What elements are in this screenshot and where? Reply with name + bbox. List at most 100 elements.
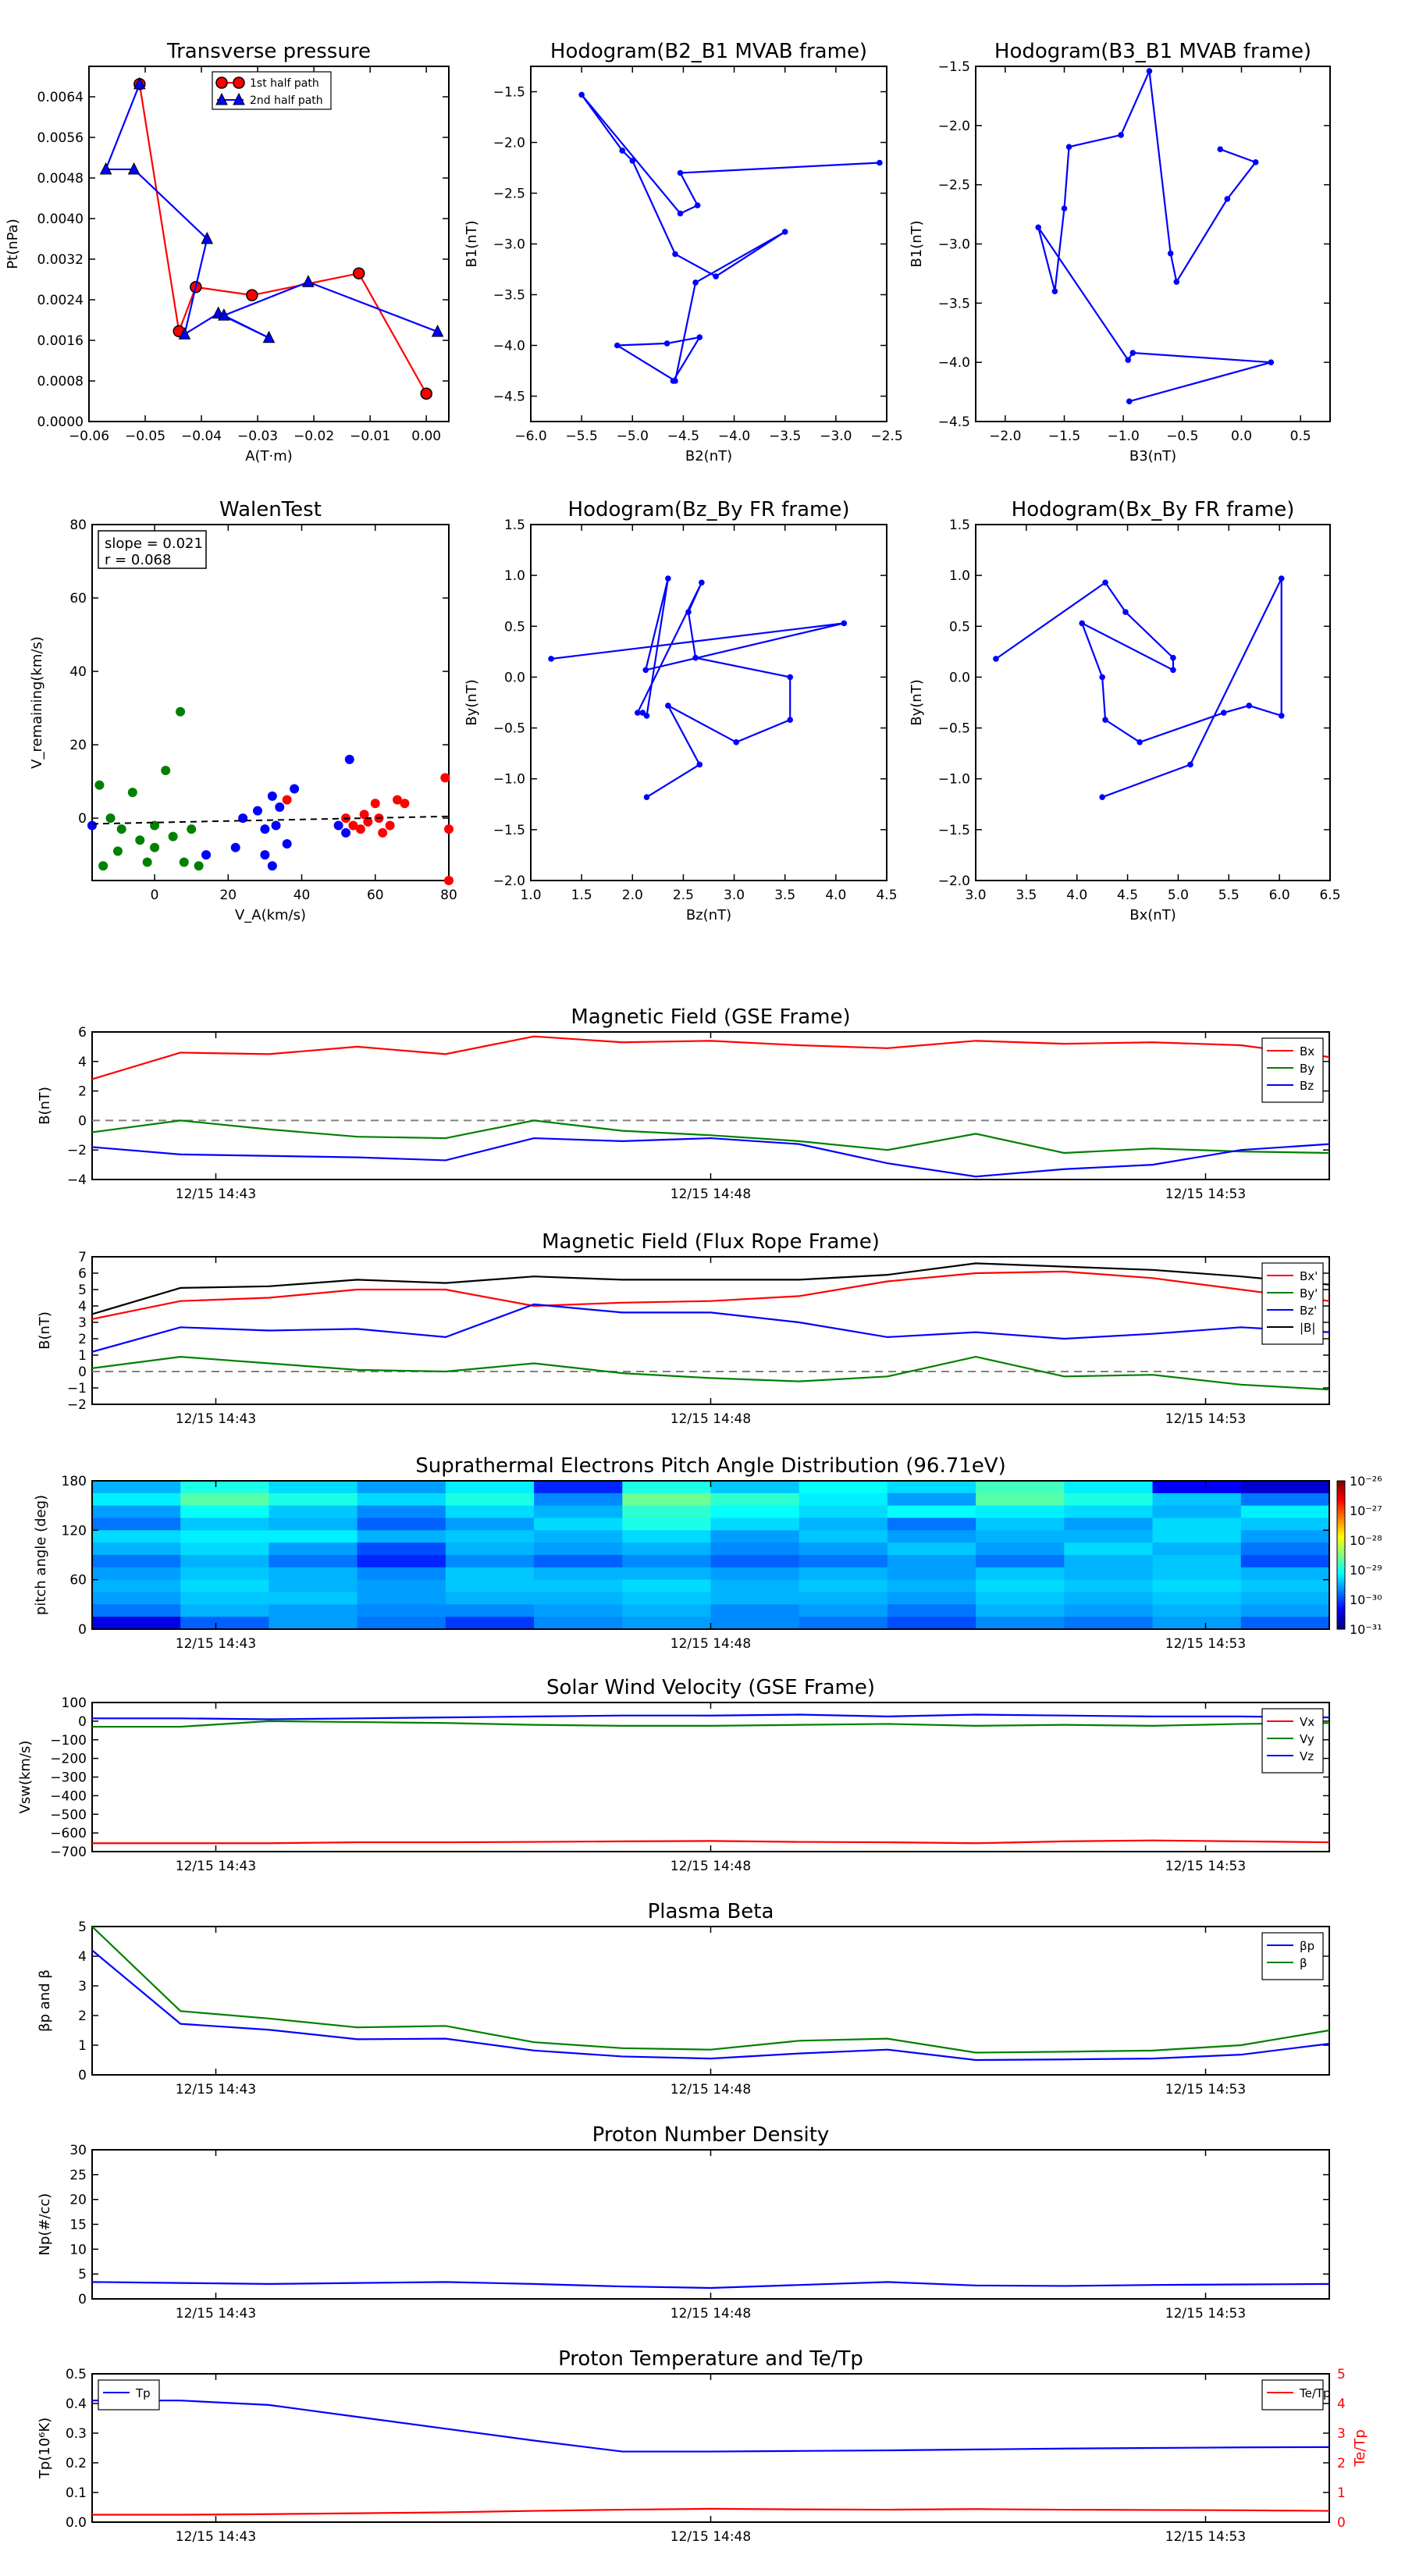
y2-tick-label: 3 (1337, 2426, 1346, 2442)
y-tick-label: 0.5 (949, 619, 970, 635)
data-point (1125, 357, 1132, 363)
x-tick-label: 0.5 (1290, 429, 1311, 444)
heat-cell (357, 1481, 446, 1494)
x-tick-label: −5.0 (617, 429, 649, 444)
data-point (670, 378, 677, 384)
heat-cell (534, 1617, 623, 1630)
colorbar-segment (1337, 1602, 1345, 1605)
series-line (91, 1303, 1330, 1353)
heat-cell (976, 1481, 1065, 1494)
heat-cell (1240, 1579, 1330, 1592)
y-tick-label: −700 (50, 1845, 87, 1860)
colorbar-segment (1337, 1582, 1345, 1585)
heat-cell (622, 1530, 711, 1543)
data-point (672, 251, 678, 258)
heat-cell (92, 1481, 181, 1494)
heat-cell (799, 1579, 888, 1592)
heat-cell (710, 1542, 800, 1556)
data-point (1099, 674, 1105, 681)
heat-cell (180, 1517, 269, 1531)
data-point (1217, 146, 1224, 152)
heat-cell (180, 1542, 269, 1556)
y-tick-label: 1.0 (504, 568, 525, 584)
data-point (420, 387, 432, 400)
heat-cell (180, 1592, 269, 1605)
data-point (253, 806, 263, 816)
legend: 1st half path 2nd half path (212, 71, 332, 110)
y-tick-label: 10 (69, 2242, 87, 2258)
legend-box (98, 2379, 160, 2411)
heat-cell (887, 1481, 976, 1494)
colorbar-segment (1337, 1488, 1345, 1492)
x-tick-label: 12/15 14:53 (1165, 1187, 1246, 1202)
y-tick-label: 5 (78, 2267, 87, 2282)
heat-cell (976, 1493, 1065, 1507)
data-point (1102, 579, 1108, 586)
x-tick-label: 0 (151, 888, 159, 903)
heat-cell (269, 1542, 358, 1556)
data-point (133, 76, 146, 90)
data-point (642, 667, 649, 674)
x-tick-label: −0.03 (237, 429, 278, 444)
heat-cell (180, 1567, 269, 1581)
heat-cell (799, 1542, 888, 1556)
heat-cell (887, 1517, 976, 1531)
data-point (178, 327, 191, 340)
colorbar-segment (1337, 1604, 1345, 1608)
heat-cell (1064, 1567, 1154, 1581)
series-line (91, 2281, 1330, 2290)
x-tick-label: 12/15 14:43 (176, 1636, 256, 1652)
heat-cell (622, 1555, 711, 1568)
heat-cell (710, 1579, 800, 1592)
data-point (233, 76, 245, 89)
heat-cell (92, 1505, 181, 1518)
y-tick-label: −200 (50, 1752, 87, 1767)
legend: Bx By Bz (1261, 1037, 1324, 1103)
data-point (385, 820, 395, 831)
y-tick-label: 0 (78, 2292, 87, 2307)
data-point (1146, 68, 1153, 74)
y-tick-label: 0.0000 (37, 415, 84, 430)
colorbar-segment (1337, 1505, 1345, 1509)
heat-cell (1064, 1579, 1154, 1592)
data-point (619, 148, 626, 154)
data-point (1252, 159, 1259, 165)
data-point (677, 169, 684, 176)
data-point (127, 162, 140, 175)
heat-cell (180, 1579, 269, 1592)
heat-cell (622, 1481, 711, 1494)
data-point (176, 706, 186, 717)
heat-cell (1064, 1604, 1154, 1617)
data-point (877, 159, 883, 166)
heat-cell (92, 1592, 181, 1605)
y-tick-label: 1 (78, 2038, 87, 2054)
legend-label: Bx (1300, 1044, 1314, 1059)
y2-axis-label: Te/Tp (1352, 2429, 1368, 2467)
data-point (142, 857, 152, 867)
legend: βp β (1261, 1932, 1324, 1980)
y-tick-label: 0.3 (66, 2426, 87, 2442)
heat-cell (976, 1517, 1065, 1531)
y-tick-label: −1 (67, 1381, 87, 1397)
colorbar-segment (1337, 1587, 1345, 1590)
data-point (275, 802, 285, 812)
colorbar-segment (1337, 1485, 1345, 1489)
y-tick-label: 20 (69, 2193, 87, 2208)
heat-cell (887, 1604, 976, 1617)
heat-cell (1064, 1617, 1154, 1630)
y-tick-label: −4.5 (493, 390, 525, 405)
y-tick-label: 6 (78, 1025, 87, 1041)
chart-walen_test: WalenTest 0 20 40 60 80 0 20 40 60 80 V_A(km/s) V_re… (29, 498, 457, 923)
data-point (116, 824, 126, 834)
y-tick-label: 20 (69, 738, 87, 753)
y-tick-label: −1.0 (938, 772, 970, 788)
x-tick-label: 4.0 (1066, 888, 1087, 903)
y-tick-label: 0.0 (66, 2515, 87, 2531)
data-point (348, 820, 358, 831)
y-axis-label: By(nT) (909, 679, 925, 725)
heat-cell (269, 1592, 358, 1605)
data-point (127, 788, 137, 798)
chart-plasma_beta: Plasma Beta 0 1 2 3 4 5 12/15 14:43 12/15 14:48 1… (37, 1900, 1330, 2097)
x-tick-label: 12/15 14:48 (670, 1636, 751, 1652)
x-tick-label: 12/15 14:53 (1165, 1411, 1246, 1427)
